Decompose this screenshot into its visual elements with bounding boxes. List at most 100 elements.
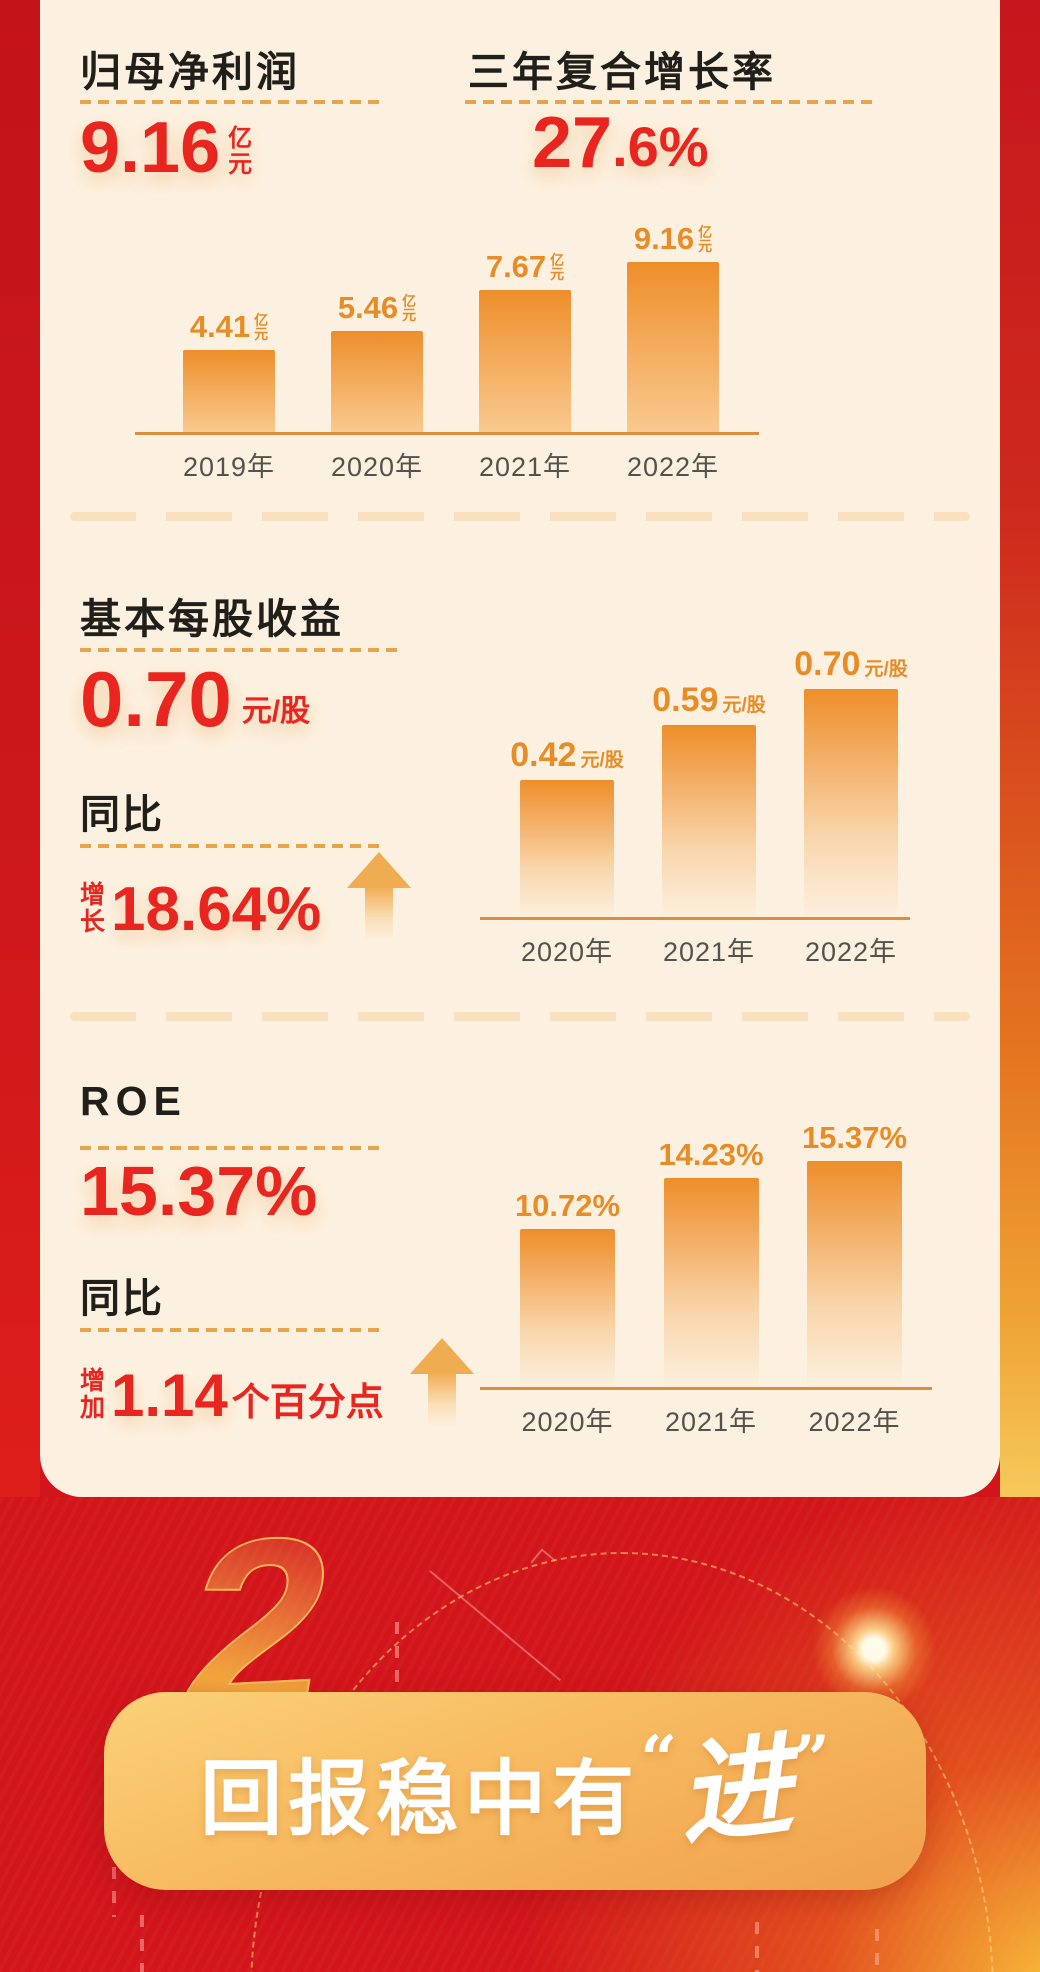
bar bbox=[663, 1178, 759, 1387]
roe-title-underline bbox=[80, 1146, 386, 1150]
bar-value-label: 0.59 元/股 bbox=[652, 681, 766, 719]
eps-yoy-prefix: 增 长 bbox=[80, 881, 106, 936]
bar-unit: 亿元 bbox=[550, 252, 565, 282]
chart-plot-area: 4.41 亿元 5.46 亿元 7.67 亿元 9.16 亿元 bbox=[135, 185, 759, 435]
eps-value: 0.70 元/股 bbox=[80, 660, 310, 738]
x-axis-tick-label: 2022年 bbox=[804, 937, 898, 967]
bar-column: 9.16 亿元 bbox=[627, 221, 719, 432]
bar-value-label: 0.42 元/股 bbox=[510, 736, 624, 774]
eps-unit: 元/股 bbox=[241, 695, 311, 728]
net-profit-value: 9.16 亿 元 bbox=[80, 112, 252, 184]
net-profit-bar-chart: 4.41 亿元 5.46 亿元 7.67 亿元 9.16 亿元 2019年 2020年 2021年… bbox=[135, 185, 759, 484]
bar-unit: 亿元 bbox=[402, 293, 417, 323]
roe-yoy-label: 同比 bbox=[80, 1277, 164, 1321]
banner-quoted-word: 进 bbox=[672, 1719, 798, 1862]
chart-plot-area: 0.42 元/股 0.59 元/股 0.70 元/股 bbox=[480, 620, 910, 920]
bar-value-label: 7.67 亿元 bbox=[485, 249, 565, 284]
up-arrow-icon bbox=[347, 852, 412, 940]
bar-value-label: 14.23% bbox=[658, 1137, 764, 1172]
bar-value-label: 4.41 亿元 bbox=[189, 309, 269, 344]
net-profit-title-underline bbox=[80, 100, 382, 104]
bar bbox=[520, 1229, 615, 1387]
bar bbox=[627, 262, 719, 432]
bar bbox=[804, 689, 898, 917]
bar-unit: 亿元 bbox=[698, 224, 713, 254]
cagr-number-rest: .6% bbox=[612, 115, 709, 178]
roe-yoy-underline bbox=[80, 1328, 380, 1332]
cagr-title-underline bbox=[465, 100, 877, 104]
bar-unit: 元/股 bbox=[864, 659, 908, 680]
dashed-line-decoration bbox=[140, 1915, 144, 1972]
bar bbox=[807, 1161, 902, 1387]
close-quote: ” bbox=[793, 1721, 830, 1797]
bar-unit: 元/股 bbox=[580, 750, 624, 771]
bar-column: 14.23% bbox=[658, 1139, 764, 1387]
eps-number: 0.70 bbox=[80, 655, 232, 743]
roe-yoy-value: 1.14 bbox=[111, 1362, 228, 1429]
section-separator bbox=[70, 1012, 970, 1021]
bar-column: 10.72% bbox=[515, 1190, 620, 1387]
x-axis-tick-label: 2021年 bbox=[664, 1407, 758, 1437]
dashed-line-decoration bbox=[875, 1929, 879, 1972]
bar-column: 15.37% bbox=[802, 1122, 907, 1387]
x-axis-tick-label: 2019年 bbox=[182, 452, 276, 482]
chart-plot-area: 10.72% 14.23% 15.37% bbox=[480, 1090, 932, 1390]
chart-x-axis-labels: 2019年 2020年 2021年 2022年 bbox=[135, 445, 759, 484]
trend-arrow-decoration bbox=[429, 1548, 570, 1682]
cagr-number-main: 27 bbox=[532, 103, 613, 183]
x-axis-tick-label: 2021年 bbox=[478, 452, 572, 482]
bar-value-label: 9.16 亿元 bbox=[633, 221, 713, 256]
eps-title: 基本每股收益 bbox=[80, 596, 344, 642]
banner-text: 回报稳中有 “ 进 ” bbox=[200, 1719, 830, 1862]
eps-yoy-row: 增 长 18.64% bbox=[80, 852, 412, 944]
net-profit-title: 归母净利润 bbox=[80, 49, 300, 95]
x-axis-tick-label: 2021年 bbox=[662, 937, 756, 967]
metrics-card: 归母净利润 9.16 亿 元 三年复合增长率 27 .6% 4.41 亿元 5.46… bbox=[40, 0, 1000, 1497]
eps-bar-chart: 0.42 元/股 0.59 元/股 0.70 元/股 2020年 2021年 2022年 bbox=[480, 620, 910, 969]
up-arrow-icon bbox=[409, 1338, 474, 1426]
bar-value-label: 0.70 元/股 bbox=[794, 645, 908, 683]
bar-unit: 元/股 bbox=[722, 695, 766, 716]
roe-number: 15.37% bbox=[80, 1152, 318, 1230]
x-axis-tick-label: 2022年 bbox=[626, 452, 720, 482]
left-border-band bbox=[0, 0, 40, 1497]
cagr-value: 27 .6% bbox=[532, 103, 709, 183]
roe-yoy-suffix: 个百分点 bbox=[231, 1382, 384, 1424]
bar-column: 5.46 亿元 bbox=[331, 290, 423, 432]
roe-yoy-prefix: 增 加 bbox=[80, 1367, 106, 1422]
section-separator bbox=[70, 512, 970, 521]
chart-x-axis-labels: 2020年 2021年 2022年 bbox=[480, 930, 910, 969]
bar-value-label: 15.37% bbox=[801, 1120, 908, 1155]
bar bbox=[662, 725, 756, 917]
eps-title-underline bbox=[80, 648, 402, 652]
bar-value-label: 5.46 亿元 bbox=[337, 290, 417, 325]
glow-dot-decoration bbox=[812, 1587, 936, 1711]
footer-section: 2 回报稳中有 “ 进 ” bbox=[0, 1497, 1040, 1972]
cagr-title: 三年复合增长率 bbox=[468, 49, 776, 95]
x-axis-tick-label: 2020年 bbox=[330, 452, 424, 482]
bar-column: 4.41 亿元 bbox=[183, 309, 275, 432]
roe-bar-chart: 10.72% 14.23% 15.37% 2020年 2021年 2022年 bbox=[480, 1090, 932, 1439]
roe-title: ROE bbox=[80, 1078, 187, 1124]
bar-column: 0.59 元/股 bbox=[652, 683, 766, 917]
bar bbox=[331, 331, 423, 432]
banner-main-text: 回报稳中有 bbox=[200, 1753, 641, 1845]
x-axis-tick-label: 2022年 bbox=[808, 1407, 901, 1437]
open-quote: “ bbox=[640, 1721, 677, 1797]
bar bbox=[183, 350, 275, 432]
eps-yoy-underline bbox=[80, 844, 380, 848]
x-axis-tick-label: 2020年 bbox=[521, 1407, 614, 1437]
dashed-line-decoration bbox=[755, 1922, 759, 1972]
chart-x-axis-labels: 2020年 2021年 2022年 bbox=[480, 1400, 932, 1439]
eps-yoy-value: 18.64% bbox=[111, 875, 322, 944]
bar-column: 7.67 亿元 bbox=[479, 249, 571, 432]
net-profit-number: 9.16 bbox=[80, 108, 221, 188]
eps-yoy-label: 同比 bbox=[80, 793, 164, 837]
bar bbox=[520, 780, 614, 917]
net-profit-unit: 亿 元 bbox=[228, 125, 253, 178]
section-banner: 回报稳中有 “ 进 ” bbox=[104, 1692, 926, 1890]
bar bbox=[479, 290, 571, 432]
bar-column: 0.70 元/股 bbox=[794, 647, 908, 917]
roe-value: 15.37% bbox=[80, 1156, 317, 1226]
